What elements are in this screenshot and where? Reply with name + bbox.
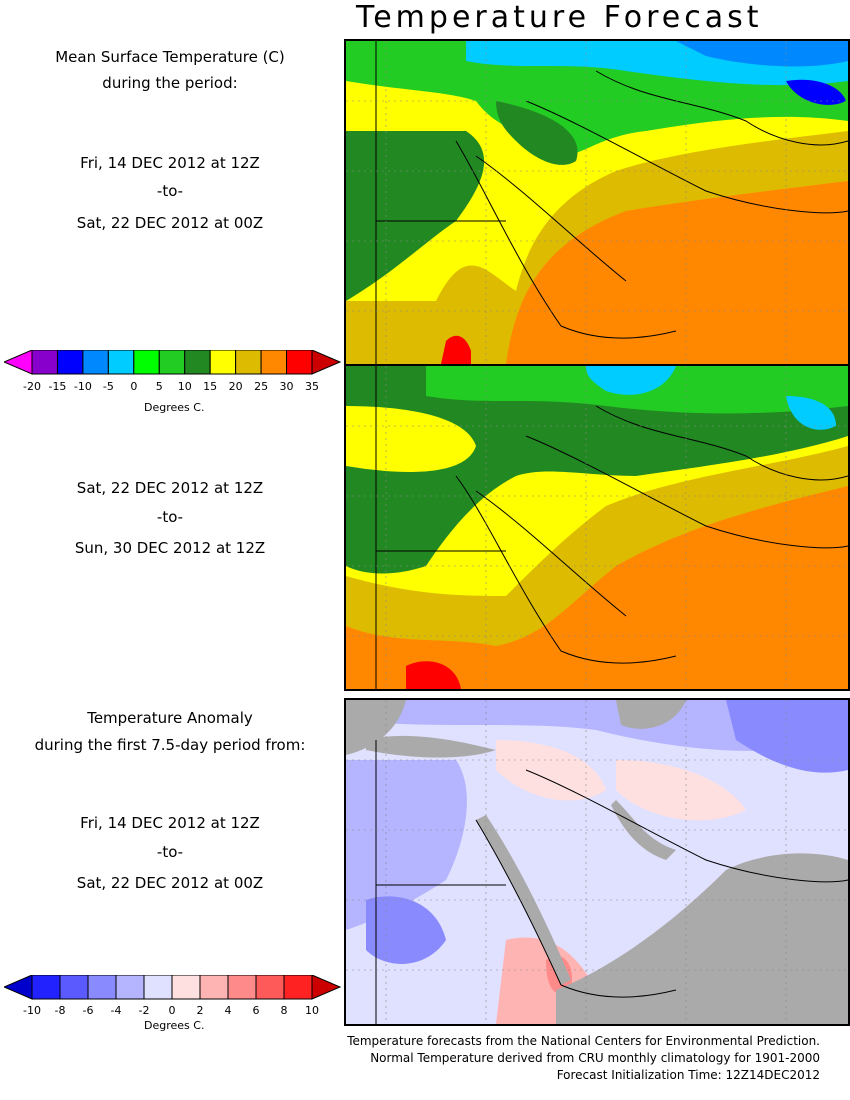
anomaly-colorbar-swatch: [59, 974, 89, 1000]
anomaly-colorbar-tick-label: -8: [54, 1004, 66, 1017]
anomaly-colorbar-swatches: [2, 974, 342, 1000]
temperature-colorbar-units: Degrees C.: [144, 401, 205, 414]
anomaly-colorbar-swatch: [283, 974, 313, 1000]
panel3-start-date: Fri, 14 DEC 2012 at 12Z: [80, 814, 260, 832]
temperature-colorbar-tick-label: -15: [48, 380, 67, 393]
panel1-to: -to-: [156, 182, 184, 200]
temperature-colorbar-tick-label: -5: [102, 380, 114, 393]
anomaly-colorbar-tick-label: 0: [168, 1004, 176, 1017]
anomaly-colorbar-swatch: [87, 974, 117, 1000]
temperature-colorbar-swatch: [82, 349, 109, 375]
credits-line-1: Temperature forecasts from the National …: [347, 1034, 820, 1048]
anomaly-colorbar-arrow-low: [2, 974, 33, 1000]
anomaly-colorbar: [2, 974, 344, 1005]
panel1-heading-2: during the period:: [102, 74, 238, 92]
anomaly-colorbar-swatch: [255, 974, 285, 1000]
temperature-colorbar-tick-label: -20: [23, 380, 41, 393]
credits-line-3: Forecast Initialization Time: 12Z14DEC20…: [556, 1068, 820, 1082]
forecast-map-week1: [344, 39, 850, 366]
anomaly-colorbar-tick-label: -6: [82, 1004, 94, 1017]
panel3-to: -to-: [156, 843, 184, 861]
anomaly-colorbar-swatch: [199, 974, 229, 1000]
anomaly-colorbar-units: Degrees C.: [144, 1019, 205, 1032]
temperature-colorbar-tick-label: 20: [228, 380, 243, 393]
anomaly-colorbar-tick-label: 10: [305, 1004, 319, 1017]
temperature-colorbar-arrow-high: [311, 349, 342, 375]
anomaly-colorbar-tick-label: 8: [280, 1004, 288, 1017]
temperature-colorbar-tick-label: -10: [73, 380, 92, 393]
temperature-colorbar-tick-label: 35: [305, 380, 319, 393]
temperature-colorbar: [2, 349, 344, 380]
panel2-to: -to-: [156, 508, 184, 526]
anomaly-colorbar-swatch: [227, 974, 257, 1000]
temperature-colorbar-swatches: [2, 349, 342, 375]
panel1-start-date: Fri, 14 DEC 2012 at 12Z: [80, 154, 260, 172]
temperature-colorbar-swatch: [209, 349, 237, 375]
panel1-end-date: Sat, 22 DEC 2012 at 00Z: [76, 214, 264, 232]
panel3-heading-1: Temperature Anomaly: [87, 709, 253, 727]
temperature-colorbar-swatch: [107, 349, 135, 375]
credits: Temperature forecasts from the National …: [347, 1033, 820, 1084]
temperature-colorbar-swatch: [286, 349, 313, 375]
anomaly-colorbar-tick-label: 4: [224, 1004, 232, 1017]
anomaly-colorbar-tick-label: -4: [110, 1004, 122, 1017]
forecast-map-week2: [344, 364, 850, 691]
anomaly-map: [344, 698, 850, 1026]
anomaly-colorbar-tick-label: 6: [252, 1004, 260, 1017]
temperature-colorbar-swatch: [133, 349, 160, 375]
anomaly-colorbar-swatch: [115, 974, 145, 1000]
temperature-colorbar-swatch: [184, 349, 211, 375]
anomaly-colorbar-tick-label: 2: [196, 1004, 204, 1017]
temperature-colorbar-tick-label: 5: [155, 380, 163, 393]
temperature-colorbar-tick-label: 15: [203, 380, 218, 393]
anomaly-colorbar-swatch: [171, 974, 201, 1000]
panel3-end-date: Sat, 22 DEC 2012 at 00Z: [76, 874, 264, 892]
temperature-colorbar-swatch: [56, 349, 84, 375]
temperature-colorbar-swatch: [235, 349, 262, 375]
temperature-colorbar-swatch: [31, 349, 58, 375]
temperature-colorbar-tick-label: 0: [130, 380, 138, 393]
temperature-colorbar-swatch: [158, 349, 186, 375]
credits-line-2: Normal Temperature derived from CRU mont…: [370, 1051, 820, 1065]
temperature-colorbar-arrow-low: [2, 349, 33, 375]
panel1-heading-1: Mean Surface Temperature (C): [55, 48, 285, 66]
anomaly-colorbar-swatch: [143, 974, 173, 1000]
panel2-end-date: Sun, 30 DEC 2012 at 12Z: [74, 539, 266, 557]
panel3-heading-2: during the first 7.5-day period from:: [34, 736, 306, 754]
panel2-start-date: Sat, 22 DEC 2012 at 12Z: [76, 479, 264, 497]
temperature-colorbar-tick-label: 10: [177, 380, 192, 393]
temperature-colorbar-swatch: [260, 349, 288, 375]
anomaly-colorbar-swatch: [31, 974, 61, 1000]
anomaly-colorbar-tick-label: -10: [23, 1004, 41, 1017]
temperature-colorbar-tick-label: 25: [254, 380, 269, 393]
anomaly-colorbar-tick-label: -2: [138, 1004, 150, 1017]
page-title: Temperature Forecast: [356, 0, 763, 35]
anomaly-colorbar-arrow-high: [311, 974, 342, 1000]
temperature-colorbar-tick-label: 30: [279, 380, 294, 393]
